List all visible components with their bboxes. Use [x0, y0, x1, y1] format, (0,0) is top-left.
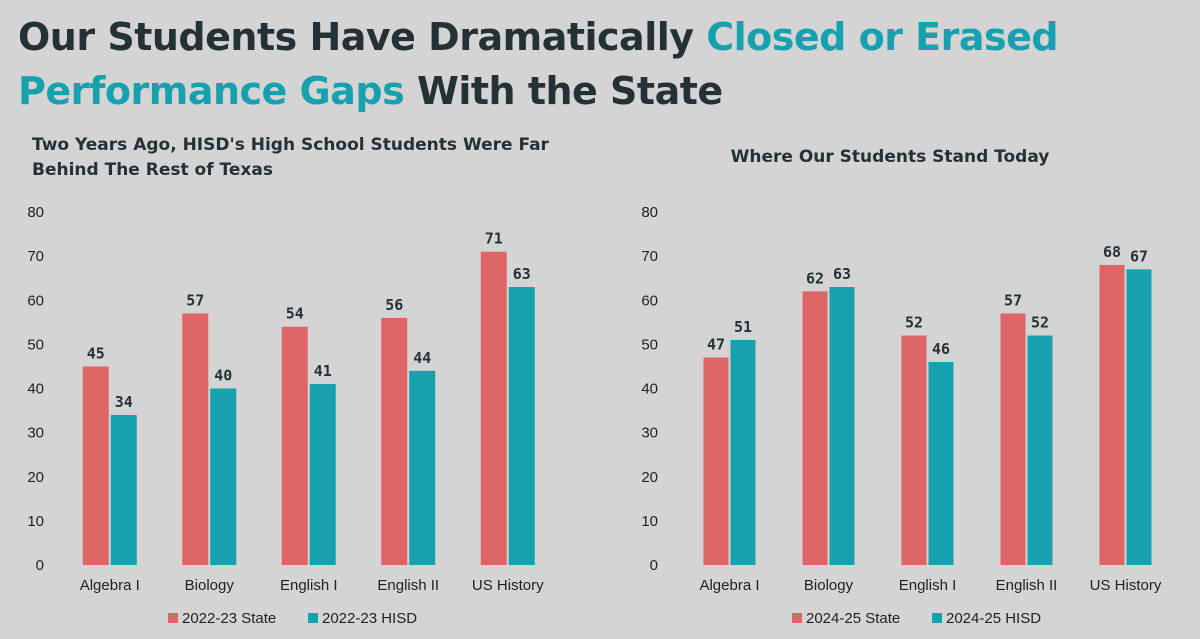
right-data-label: 63 — [833, 265, 851, 283]
left-y-tick-label: 30 — [27, 425, 44, 442]
right-x-tick-label: Biology — [804, 577, 854, 594]
left-chart-title: Two Years Ago, HISD's High School Studen… — [32, 135, 549, 180]
left-data-label: 45 — [87, 344, 105, 362]
left-y-tick-label: 40 — [27, 381, 44, 398]
left-data-label: 54 — [286, 305, 304, 323]
right-y-tick-label: 40 — [641, 381, 658, 398]
right-data-label: 46 — [932, 340, 950, 358]
left-x-tick-label: English II — [377, 577, 439, 594]
left-bar-state — [381, 317, 408, 565]
right-data-label: 68 — [1103, 243, 1121, 261]
right-data-label: 51 — [734, 318, 752, 336]
left-data-label: 40 — [214, 367, 232, 385]
left-bar-hisd — [309, 384, 336, 565]
left-data-label: 44 — [413, 349, 431, 367]
left-data-label: 34 — [115, 393, 133, 411]
left-y-tick-label: 80 — [27, 204, 44, 221]
left-data-label: 41 — [314, 362, 332, 380]
right-data-label: 57 — [1004, 291, 1022, 309]
right-y-tick-label: 60 — [641, 292, 658, 309]
right-data-label: 47 — [707, 336, 725, 354]
right-bar-hisd — [928, 362, 954, 565]
right-bar-hisd — [1027, 335, 1053, 565]
left-data-label: 71 — [485, 230, 503, 248]
left-x-tick-label: Biology — [185, 577, 235, 594]
right-legend-label: 2024-25 State — [806, 610, 900, 627]
right-y-tick-label: 30 — [641, 425, 658, 442]
right-data-label: 67 — [1130, 247, 1148, 265]
right-y-tick-label: 80 — [641, 204, 658, 221]
left-bar-state — [182, 313, 209, 565]
right-bar-state — [802, 291, 828, 565]
right-bar-state — [703, 357, 729, 565]
right-y-tick-label: 70 — [641, 248, 658, 265]
left-legend-label: 2022-23 HISD — [322, 610, 417, 627]
left-bar-hisd — [409, 370, 436, 565]
left-y-tick-label: 60 — [27, 292, 44, 309]
right-chart-title: Where Our Students Stand Today — [730, 147, 1050, 167]
right-bar-state — [1000, 313, 1026, 565]
right-bar-hisd — [730, 339, 756, 565]
right-y-tick-label: 10 — [641, 513, 658, 530]
left-bar-hisd — [210, 388, 237, 565]
title-highlight: Closed or Erased Performance Gaps — [18, 15, 1059, 113]
left-bar-state — [82, 366, 109, 565]
right-x-tick-label: US History — [1090, 577, 1162, 594]
right-y-tick-label: 0 — [650, 557, 658, 574]
left-bar-hisd — [110, 414, 137, 565]
left-y-tick-label: 20 — [27, 469, 44, 486]
left-y-tick-label: 10 — [27, 513, 44, 530]
left-x-tick-label: Algebra I — [80, 577, 140, 594]
left-legend-label: 2022-23 State — [182, 610, 276, 627]
right-x-tick-label: Algebra I — [699, 577, 759, 594]
left-legend-swatch — [168, 613, 178, 623]
right-bar-state — [1099, 264, 1125, 565]
right-legend-label: 2024-25 HISD — [946, 610, 1041, 627]
left-x-tick-label: US History — [472, 577, 544, 594]
left-bar-state — [281, 326, 308, 565]
right-bar-chart: 0 10 20 30 40 50 60 70 80 47 51 Algebra I 62 63 Biolog… — [641, 204, 1162, 627]
right-bar-hisd — [829, 287, 855, 565]
left-bar-state — [480, 251, 507, 565]
left-legend-swatch — [308, 613, 318, 623]
left-bar-chart: 0 10 20 30 40 50 60 70 80 45 34 Algebra I 57 40 Biolog… — [27, 204, 544, 627]
right-bar-hisd — [1126, 269, 1152, 565]
right-data-label: 52 — [905, 314, 923, 332]
right-y-tick-label: 20 — [641, 469, 658, 486]
right-x-tick-label: English I — [899, 577, 957, 594]
right-y-tick-label: 50 — [641, 336, 658, 353]
left-data-label: 63 — [513, 265, 531, 283]
right-legend-swatch — [792, 613, 802, 623]
left-y-tick-label: 50 — [27, 336, 44, 353]
left-y-tick-label: 70 — [27, 248, 44, 265]
title-part-2: With the State — [404, 69, 723, 113]
left-data-label: 57 — [186, 291, 204, 309]
right-data-label: 62 — [806, 269, 824, 287]
right-data-label: 52 — [1031, 314, 1049, 332]
title-part-1: Our Students Have Dramatically — [18, 15, 707, 59]
right-x-tick-label: English II — [996, 577, 1058, 594]
left-y-tick-label: 0 — [36, 557, 44, 574]
left-x-tick-label: English I — [280, 577, 338, 594]
left-bar-hisd — [508, 287, 535, 565]
right-legend-swatch — [932, 613, 942, 623]
left-data-label: 56 — [385, 296, 403, 314]
right-bar-state — [901, 335, 927, 565]
page-title: Our Students Have Dramatically Closed or… — [18, 10, 1188, 118]
